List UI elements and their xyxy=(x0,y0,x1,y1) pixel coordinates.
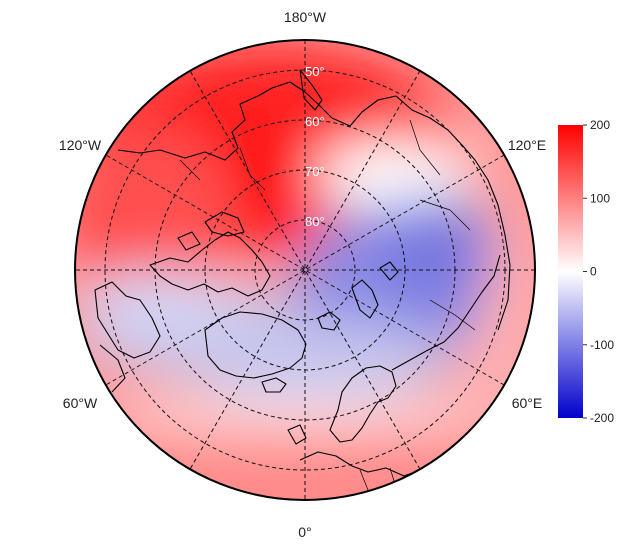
lon-label-top: 180°W xyxy=(284,9,327,25)
colorbar-tick-label: 100 xyxy=(590,191,610,205)
coastlines xyxy=(94,69,511,500)
lat-label-50: 50° xyxy=(305,64,325,79)
map-boundary xyxy=(74,39,536,501)
colorbar: 200 100 0 -100 -200 xyxy=(558,118,614,425)
lat-label-70: 70° xyxy=(305,164,325,179)
lon-label-lower-left: 60°W xyxy=(63,395,98,411)
lat-label-60: 60° xyxy=(305,114,325,129)
lon-label-lower-right: 60°E xyxy=(512,395,543,411)
graticule xyxy=(75,40,535,500)
lon-label-upper-right: 120°E xyxy=(508,137,546,153)
anomaly-field xyxy=(75,40,535,500)
colorbar-tick-label: -200 xyxy=(590,411,614,425)
lon-label-upper-left: 120°W xyxy=(59,137,102,153)
colorbar-ticks: 200 100 0 -100 -200 xyxy=(583,118,614,425)
colorbar-tick-label: -100 xyxy=(590,338,614,352)
colorbar-tick-label: 200 xyxy=(590,118,610,132)
lon-label-bottom: 0° xyxy=(298,524,311,540)
colorbar-gradient xyxy=(558,125,583,418)
colorbar-tick-label: 0 xyxy=(590,265,597,279)
lat-label-80: 80° xyxy=(305,214,325,229)
